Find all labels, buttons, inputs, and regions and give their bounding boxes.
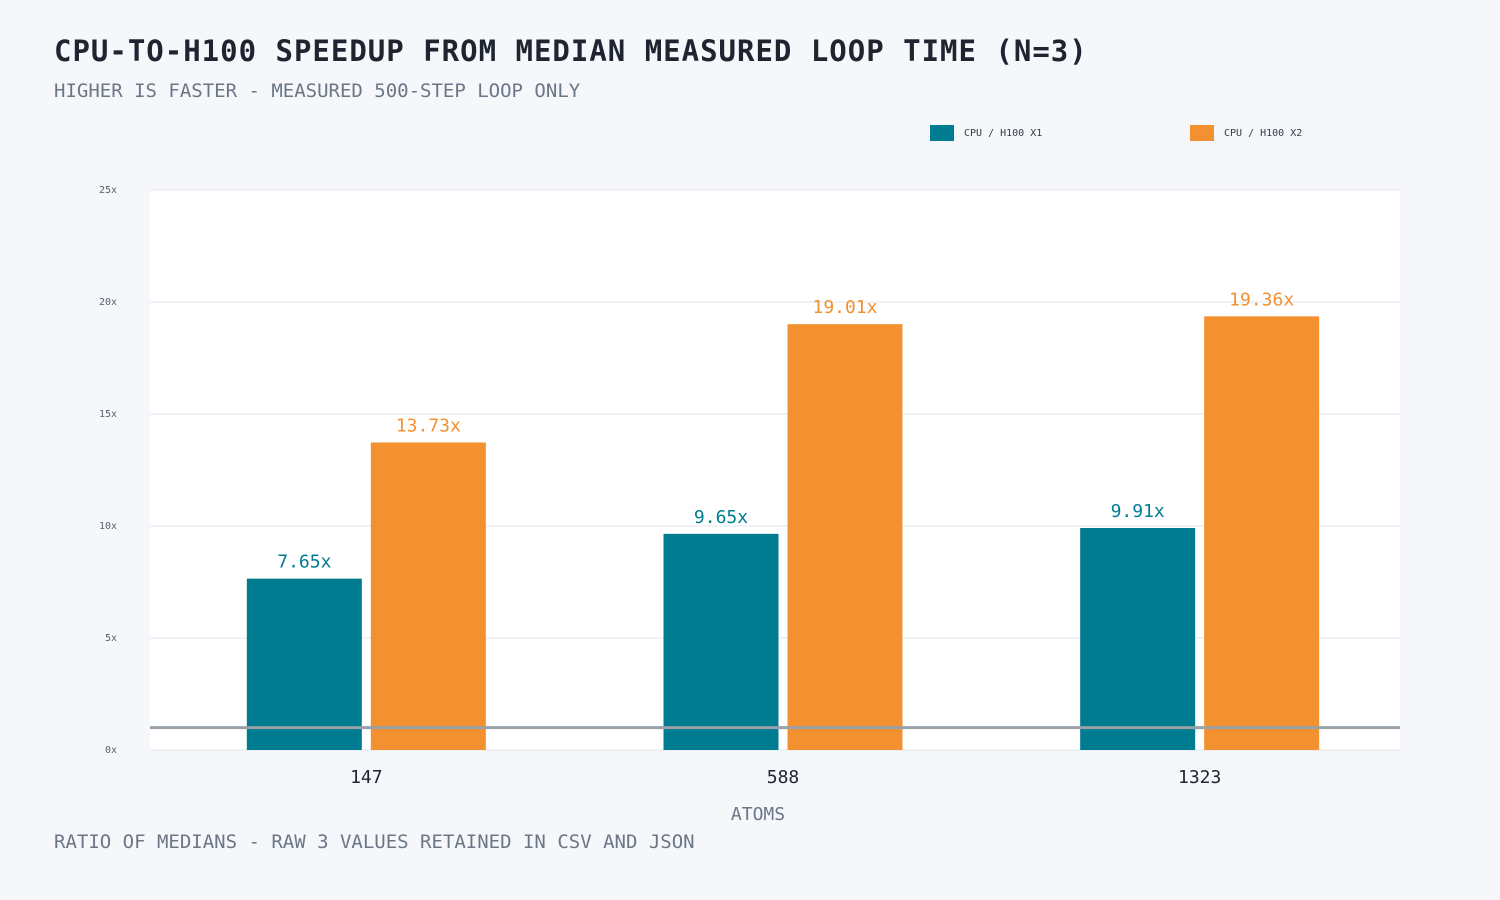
bar-series-1: [246, 578, 362, 750]
chart-title: CPU-to-H100 speedup from median measured…: [54, 34, 1088, 68]
bar-value-label: 13.73x: [396, 415, 461, 436]
x-axis-label: ATOMS: [731, 804, 785, 825]
chart-footnote: Ratio of medians - raw 3 values retained…: [54, 831, 695, 853]
y-tick-label: 20x: [99, 297, 117, 308]
bar-value-label: 19.36x: [1229, 289, 1294, 310]
legend-label-x2: CPU / H100 x2: [1224, 127, 1303, 139]
bar-series-1: [1080, 528, 1196, 750]
legend-item-x2: CPU / H100 x2: [1190, 125, 1302, 141]
legend-swatch-x1: [930, 125, 954, 141]
legend-label-x1: CPU / H100 x1: [964, 127, 1043, 139]
bar-series-2: [370, 442, 486, 750]
x-tick-label: 588: [767, 767, 800, 788]
legend-item-x1: CPU / H100 x1: [930, 125, 1042, 141]
bar-value-label: 9.91x: [1111, 501, 1165, 522]
y-tick-label: 0x: [105, 745, 117, 756]
x-tick-label: 1323: [1178, 767, 1221, 788]
x-tick-label: 147: [350, 767, 383, 788]
y-tick-label: 15x: [99, 409, 117, 420]
bar-value-label: 19.01x: [812, 297, 877, 318]
y-tick-label: 10x: [99, 521, 117, 532]
bar-series-2: [787, 324, 903, 750]
bar-series-2: [1204, 316, 1320, 750]
legend-swatch-x2: [1190, 125, 1214, 141]
y-tick-label: 5x: [105, 633, 117, 644]
bar-series-1: [663, 533, 779, 750]
bar-value-label: 9.65x: [694, 507, 748, 528]
y-tick-label: 25x: [99, 185, 117, 196]
bar-value-label: 7.65x: [277, 552, 331, 573]
chart-subtitle: Higher is faster - measured 500-step loo…: [54, 80, 581, 102]
